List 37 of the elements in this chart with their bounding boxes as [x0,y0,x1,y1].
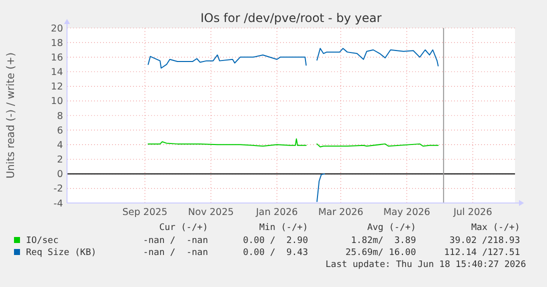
y-tick-label: 6 [56,125,63,136]
text: 25.69m/ 16.00 [346,248,416,258]
y-tick-label: 14 [50,67,63,78]
text: -nan / -nan [142,248,208,258]
x-tick-label: Jan 2026 [255,207,298,218]
y-tick-label: 8 [56,110,63,122]
y-tick-label: 0 [56,169,63,180]
text: 0.00 / 9.43 [242,248,308,258]
x-tick-label: Sep 2025 [122,207,168,218]
text: Max (-/+) [471,223,520,233]
x-tick-label: Nov 2025 [188,207,234,218]
y-tick-label: -2 [54,184,63,195]
y-tick-label: 4 [56,140,63,151]
y-tick-label: 2 [56,154,63,166]
y-tick-label: 18 [50,38,63,49]
y-tick-label: 10 [50,96,63,108]
x-tick-label: Jul 2026 [452,207,492,218]
legend-label: Req Size (KB) [26,248,96,258]
text: Cur (-/+) [159,223,208,233]
text: Avg (-/+) [367,223,416,233]
x-tick-label: May 2026 [383,207,430,218]
x-tick-label: Mar 2026 [318,207,364,218]
chart-title: IOs for /dev/pve/root - by year [200,11,382,25]
line-series [316,173,326,202]
y-tick-label: 16 [50,52,63,64]
text: 1.82m/ 3.89 [350,236,416,246]
text: Min (-/+) [259,223,308,233]
y-tick-label: -4 [54,198,63,210]
text: -nan / -nan [142,236,208,246]
y-tick-label: 20 [50,23,63,34]
y-tick-label: 12 [50,82,63,93]
legend-label: IO/sec [26,236,59,246]
text: 112.14 /127.51 [444,248,520,258]
text: 0.00 / 2.90 [242,236,308,246]
text: Last update: Thu Jun 18 15:40:27 2026 [326,260,526,270]
text: 39.02 /218.93 [450,236,520,246]
y-axis-title: Units read (-) / write (+) [5,52,17,179]
